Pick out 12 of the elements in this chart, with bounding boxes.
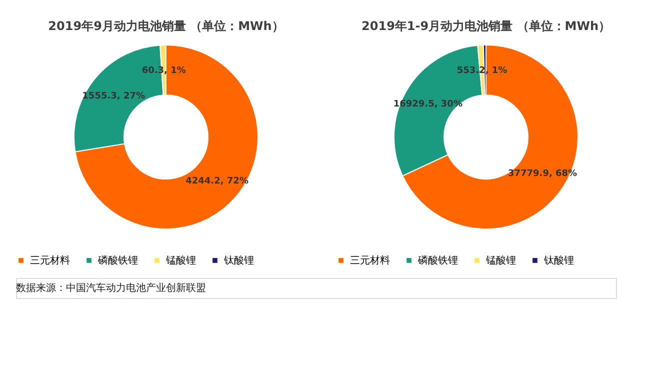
chart-title: 2019年1-9月动力电池销量 （单位：MWh） (362, 19, 610, 33)
legend-label: 三元材料 (350, 254, 390, 266)
legend-label: 磷酸铁锂 (97, 254, 138, 266)
chart-title: 2019年9月动力电池销量 （单位：MWh） (48, 19, 284, 33)
legend-label: 磷酸铁锂 (417, 254, 458, 266)
source-note: 数据来源：中国汽车动力电池产业创新联盟 (16, 282, 206, 294)
legend-label: 锰酸锂 (165, 254, 196, 266)
legend-label: 钛酸锂 (223, 254, 254, 266)
legend-label: 锰酸锂 (485, 254, 516, 266)
data-label: 1555.3, 27% (82, 91, 145, 102)
legend-label: 钛酸锂 (543, 254, 574, 266)
legend-label: 三元材料 (30, 254, 70, 266)
